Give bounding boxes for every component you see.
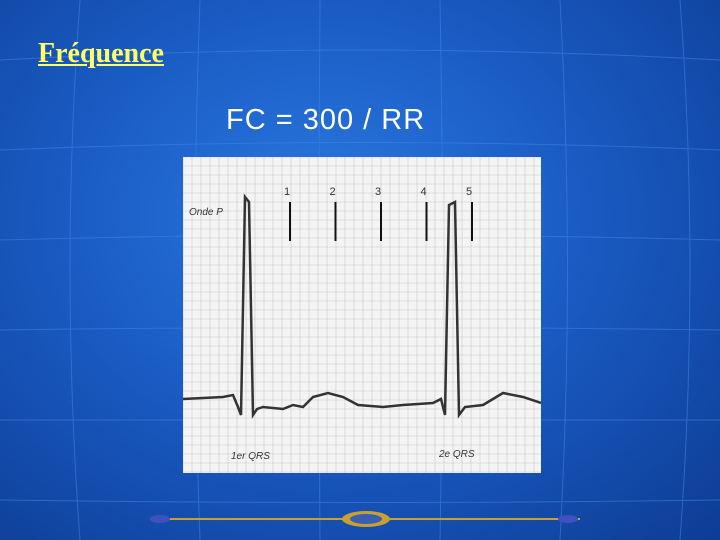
- marker-label: 5: [466, 186, 472, 198]
- formula: FC = 300 / RR: [226, 104, 426, 136]
- marker-label: 1: [284, 186, 290, 198]
- wave-label: Onde P: [189, 207, 223, 218]
- qrs-label: 2e QRS: [438, 449, 475, 460]
- marker-label: 2: [329, 186, 335, 198]
- qrs-label: 1er QRS: [231, 451, 270, 462]
- footer-ornament: [150, 511, 580, 527]
- ecg-trace: [183, 193, 541, 420]
- ecg-strip: Onde P 1er QRS 2e QRS 1 2 3 4 5: [183, 157, 541, 473]
- marker-label: 3: [375, 186, 381, 198]
- slide-title: Fréquence: [38, 38, 164, 69]
- marker-label: 4: [420, 186, 426, 198]
